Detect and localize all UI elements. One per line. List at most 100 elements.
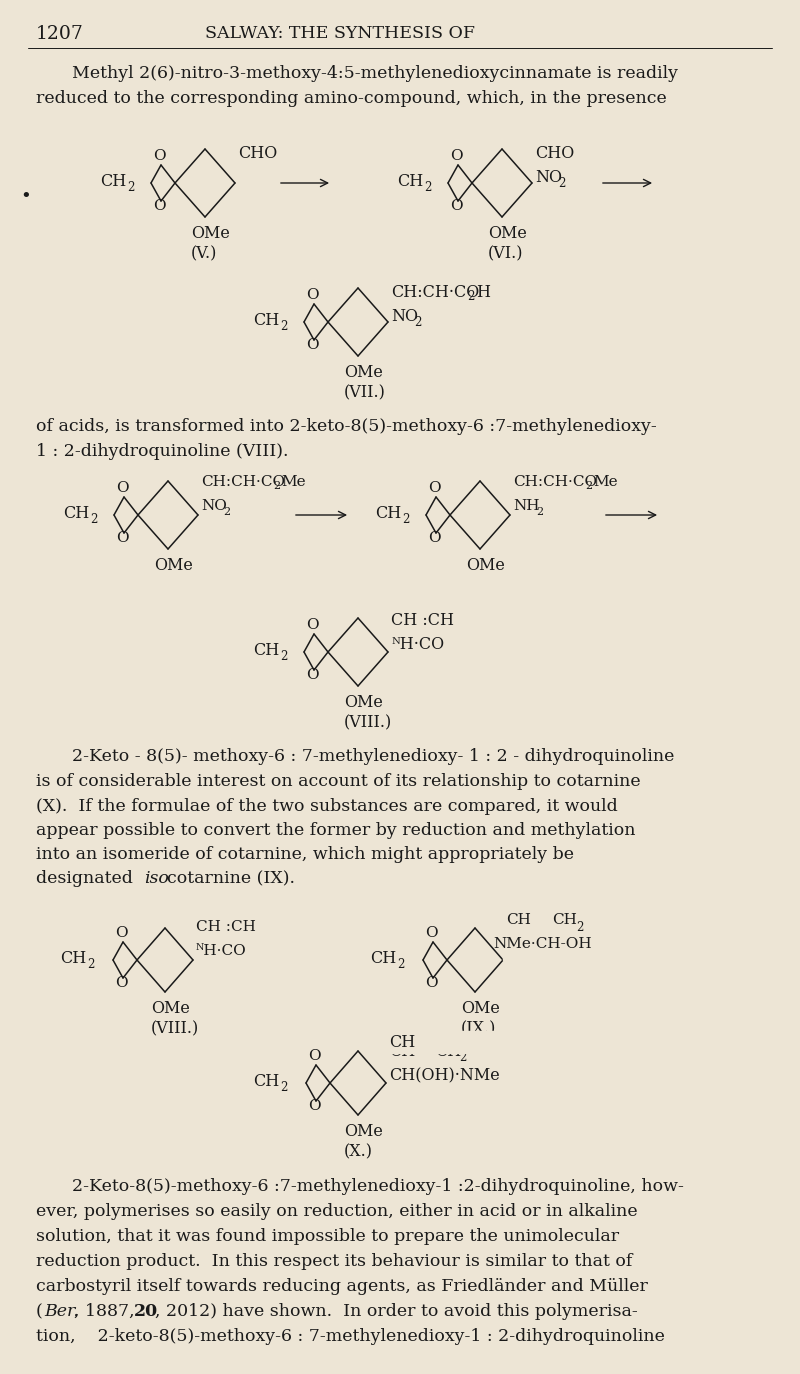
Text: CH: CH: [506, 912, 531, 927]
Text: is of considerable interest on account of its relationship to cotarnine: is of considerable interest on account o…: [36, 774, 641, 790]
Text: CH :CH: CH :CH: [391, 611, 454, 629]
Text: CH:CH·CO: CH:CH·CO: [391, 284, 479, 301]
Text: O: O: [116, 530, 129, 545]
Text: (VIII.): (VIII.): [151, 1020, 199, 1037]
Text: 2: 2: [576, 921, 583, 934]
Text: CH: CH: [397, 173, 423, 190]
Text: ᴺH·CO: ᴺH·CO: [196, 944, 246, 958]
Text: O: O: [425, 976, 438, 991]
Text: CH: CH: [435, 1043, 462, 1059]
Text: SALWAY: THE SYNTHESIS OF: SALWAY: THE SYNTHESIS OF: [205, 25, 475, 43]
Text: 2: 2: [397, 958, 404, 971]
Text: ᴺH·CO: ᴺH·CO: [391, 636, 444, 653]
Text: 2: 2: [280, 320, 287, 333]
Text: Ber.: Ber.: [44, 1303, 79, 1320]
Text: CH: CH: [253, 312, 279, 328]
Text: CH:CH·CO: CH:CH·CO: [201, 475, 285, 489]
Text: CHO: CHO: [238, 146, 278, 162]
Text: reduction product.  In this respect its behaviour is similar to that of: reduction product. In this respect its b…: [36, 1253, 632, 1270]
Text: (VI.): (VI.): [488, 245, 523, 262]
Text: CH: CH: [552, 912, 577, 927]
Text: OMe: OMe: [488, 225, 527, 242]
Text: –CH: –CH: [531, 921, 563, 934]
Text: CH:CH·CO: CH:CH·CO: [513, 475, 597, 489]
Text: CH: CH: [389, 1043, 415, 1059]
Bar: [386, 1030, 536, 1052]
Bar: [503, 905, 703, 960]
Text: solution, that it was found impossible to prepare the unimolecular: solution, that it was found impossible t…: [36, 1228, 619, 1245]
Text: , 2012) have shown.  In order to avoid this polymerisa-: , 2012) have shown. In order to avoid th…: [155, 1303, 638, 1320]
Text: 2: 2: [223, 507, 230, 517]
Text: (VIII.): (VIII.): [344, 714, 392, 731]
Text: O: O: [306, 338, 318, 352]
Text: O: O: [153, 148, 166, 164]
Text: designated: designated: [36, 870, 138, 888]
Text: , 1887,: , 1887,: [74, 1303, 140, 1320]
Text: CH: CH: [389, 1035, 415, 1051]
Text: 2: 2: [280, 1081, 287, 1094]
Text: OMe: OMe: [344, 1123, 383, 1140]
Text: carbostyril itself towards reducing agents, as Friedländer and Müller: carbostyril itself towards reducing agen…: [36, 1278, 648, 1296]
Text: 2-Keto - 8(5)- methoxy-6 : 7-methylenedioxy- 1 : 2 - dihydroquinoline: 2-Keto - 8(5)- methoxy-6 : 7-methylenedi…: [72, 747, 674, 765]
Text: NH: NH: [513, 499, 539, 513]
Text: O: O: [308, 1099, 321, 1113]
Text: appear possible to convert the former by reduction and methylation: appear possible to convert the former by…: [36, 822, 635, 840]
Text: NO: NO: [201, 499, 227, 513]
Text: NO: NO: [391, 308, 418, 326]
Text: 2: 2: [127, 181, 134, 194]
Text: O: O: [450, 199, 462, 213]
Text: O: O: [115, 926, 128, 940]
Text: CH(OH)·NMe: CH(OH)·NMe: [389, 1068, 500, 1084]
Text: CH: CH: [100, 173, 126, 190]
Text: NMe·CH-OH: NMe·CH-OH: [493, 937, 592, 951]
Text: OMe: OMe: [154, 556, 193, 574]
Text: OMe: OMe: [191, 225, 230, 242]
Text: reduced to the corresponding amino-compound, which, in the presence: reduced to the corresponding amino-compo…: [36, 91, 666, 107]
Text: CH: CH: [545, 921, 570, 934]
Text: O: O: [153, 199, 166, 213]
Text: CH: CH: [375, 506, 402, 522]
Text: CH: CH: [60, 949, 86, 967]
Text: 20: 20: [134, 1303, 158, 1320]
Text: O: O: [306, 289, 318, 302]
Text: cotarnine (IX).: cotarnine (IX).: [167, 870, 295, 888]
Text: CH: CH: [253, 642, 279, 660]
Text: Methyl 2(6)-nitro-3-methoxy-4:5-methylenedioxycinnamate is readily: Methyl 2(6)-nitro-3-methoxy-4:5-methylen…: [72, 65, 678, 82]
Text: Me: Me: [593, 475, 618, 489]
Text: OMe: OMe: [151, 1000, 190, 1017]
Text: ever, polymerises so easily on reduction, either in acid or in alkaline: ever, polymerises so easily on reduction…: [36, 1204, 638, 1220]
Text: 2: 2: [568, 927, 575, 938]
Text: NO: NO: [535, 169, 562, 185]
Text: 2: 2: [585, 481, 592, 491]
Text: tion,    2-keto-8(5)-methoxy-6 : 7-methylenedioxy-1 : 2-dihydroquinoline: tion, 2-keto-8(5)-methoxy-6 : 7-methylen…: [36, 1329, 665, 1345]
Text: 2: 2: [280, 650, 287, 664]
Text: 1207: 1207: [36, 25, 84, 43]
Text: CH: CH: [506, 921, 531, 934]
Text: CH :CH: CH :CH: [196, 921, 256, 934]
Text: 2: 2: [459, 1051, 466, 1063]
Text: iso: iso: [144, 870, 169, 888]
Text: (X).  If the formulae of the two substances are compared, it would: (X). If the formulae of the two substanc…: [36, 798, 618, 815]
Text: 2: 2: [558, 177, 566, 190]
Text: (VII.): (VII.): [344, 383, 386, 401]
Text: O: O: [306, 668, 318, 682]
Text: •: •: [20, 188, 30, 206]
Text: Me: Me: [281, 475, 306, 489]
Text: (: (: [36, 1303, 42, 1320]
Text: of acids, is transformed into 2-keto-8(5)-methoxy-6 :7-methylenedioxy-: of acids, is transformed into 2-keto-8(5…: [36, 418, 657, 436]
Text: H: H: [476, 284, 490, 301]
Text: O: O: [428, 481, 441, 495]
Text: O: O: [425, 926, 438, 940]
Text: 2: 2: [87, 958, 94, 971]
Text: (X.): (X.): [344, 1143, 373, 1160]
Text: OMe: OMe: [461, 1000, 500, 1017]
Text: O: O: [116, 481, 129, 495]
Text: 2: 2: [424, 181, 431, 194]
Text: 2: 2: [414, 316, 422, 328]
Text: 1 : 2-dihydroquinoline (VIII).: 1 : 2-dihydroquinoline (VIII).: [36, 442, 289, 460]
Text: CH: CH: [63, 506, 90, 522]
Text: CH: CH: [253, 1073, 279, 1090]
Text: O: O: [428, 530, 441, 545]
Text: CH: CH: [370, 949, 396, 967]
Text: O: O: [115, 976, 128, 991]
